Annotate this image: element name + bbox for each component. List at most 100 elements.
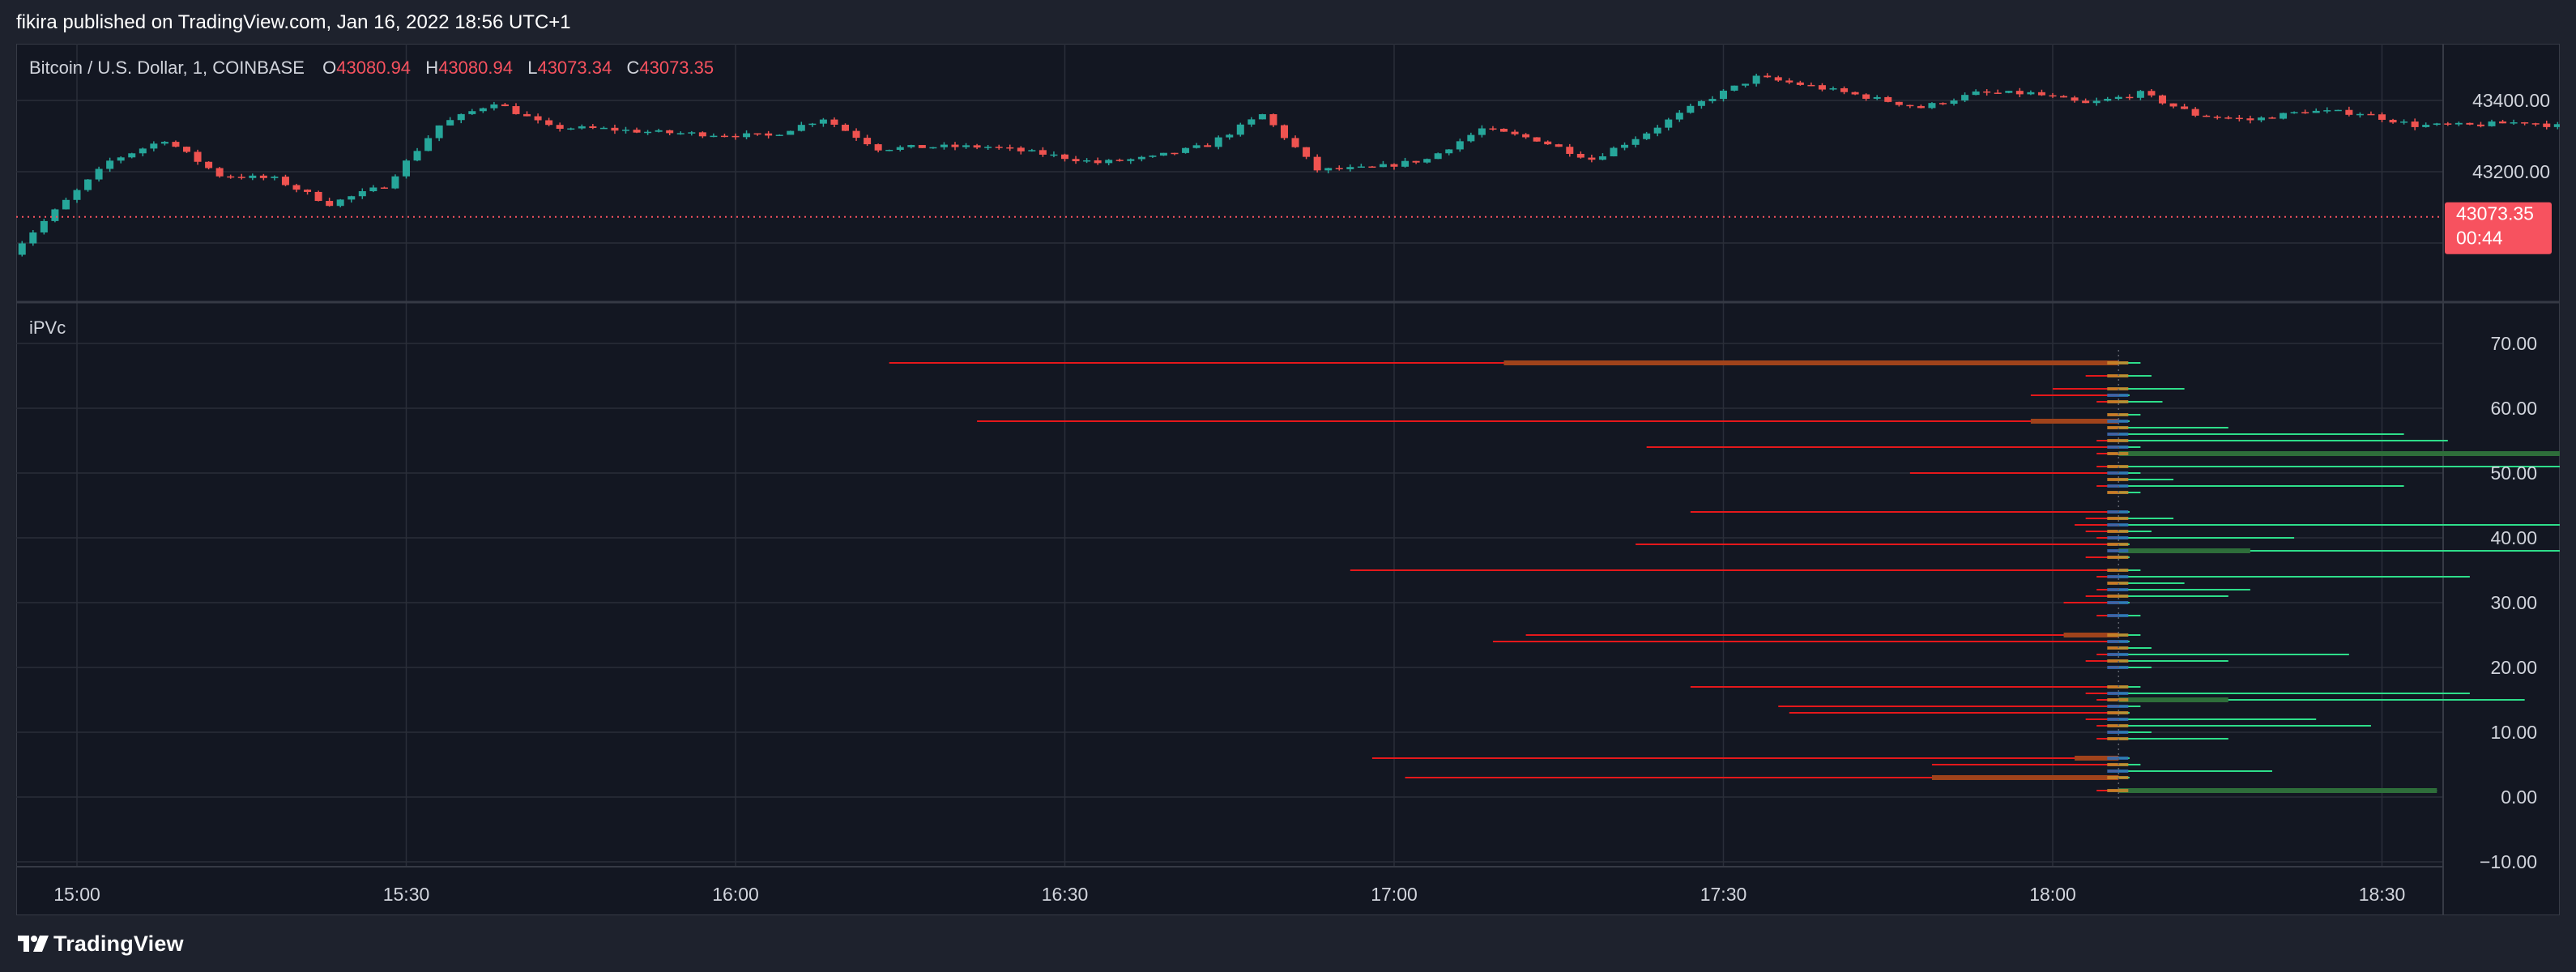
candle-body [2015,91,2024,95]
candle-body [1390,164,1398,167]
candle-body [644,131,652,134]
time-tick-label: 16:00 [712,884,759,905]
symbol-legend: Bitcoin / U.S. Dollar, 1, COINBASE O4308… [29,58,714,79]
candle-body [95,168,103,180]
price-axis[interactable]: 43200.00 43400.00 [2472,90,2550,182]
time-axis[interactable]: 15:00 15:30 16:00 16:30 17:00 17:30 18:00 18:30… [53,884,2560,905]
candle-body [2280,113,2288,119]
candle-body [1127,159,1135,161]
volume-core-tick [2107,433,2129,436]
chart-canvas[interactable]: 43200.00 43400.00 −10.00 0.00 10.00 20.00 30.… [16,44,2560,915]
open-label: O [322,58,337,78]
candle-body [1588,157,1596,160]
time-tick-label: 15:00 [53,884,100,905]
price-candles [18,73,2560,257]
candle-body [1917,105,1925,109]
ipvc-tick-label: 10.00 [2490,722,2537,743]
candle-body [1840,87,1849,92]
candle-body [1467,134,1475,142]
candle-body [117,157,125,161]
candle-body [172,142,180,147]
volume-core-tick [2107,471,2129,475]
candle-body [852,130,860,139]
candle-body [2082,100,2090,104]
candle-body [348,196,356,200]
candle-body [666,130,674,134]
volume-core-tick [2107,685,2129,688]
candle-body [1039,150,1047,155]
low-value: 43073.34 [537,58,612,78]
tradingview-logo-icon [18,936,49,952]
candle-body [490,104,498,109]
candle-body [775,134,783,136]
candle-body [1610,147,1618,157]
ipvc-tick-label: 40.00 [2490,527,2537,548]
candle-body [2246,118,2254,121]
candle-body [2367,113,2375,116]
open-value: 43080.94 [336,58,412,78]
candle-body [139,148,147,154]
volume-core-tick [2107,588,2129,591]
candle-body [1324,168,1333,171]
candle-body [380,187,388,189]
time-tick-label: 17:30 [1700,884,1747,905]
candle-body [358,191,366,197]
candle-body [468,111,476,114]
high-label: H [425,58,439,78]
volume-core-tick [2107,724,2129,727]
candle-body [1621,144,1629,148]
candle-body [808,123,817,126]
candle-body [1730,85,1738,91]
price-tick-label: 43400.00 [2472,90,2550,111]
candle-body [1522,134,1530,138]
price-tick-label: 43200.00 [2472,161,2550,182]
candle-body [688,132,696,134]
candle-body [2027,92,2035,95]
candle-body [1598,156,1606,160]
candle-body [215,168,224,177]
volume-core-tick [2107,705,2129,708]
candle-body [1423,159,1431,163]
candle-body [842,124,849,131]
candle-body [1072,159,1080,162]
candle-body [304,190,312,192]
candle-body [1576,153,1584,158]
candle-body [2060,96,2068,98]
candle-body [1555,144,1563,147]
candle-body [710,135,718,138]
volume-core-tick [2107,543,2129,546]
ipvc-tick-label: 30.00 [2490,592,2537,613]
candle-body [589,126,597,129]
candle-body [753,133,761,135]
candle-body [1017,147,1025,151]
candle-body [1720,90,1727,100]
candle-body [292,185,301,190]
volume-core-tick [2107,413,2129,416]
volume-core-tick [2107,569,2129,572]
ipvc-axis[interactable]: −10.00 0.00 10.00 20.00 30.00 40.00 50.00 60.00… [2480,333,2537,872]
volume-core-tick [2107,387,2129,390]
ipvc-tick-label: 0.00 [2501,787,2537,808]
volume-core-tick [2107,640,2129,643]
candle-body [1313,156,1321,171]
candle-body [205,161,213,168]
candle-body [951,144,959,147]
candle-body [446,120,454,126]
candle-body [918,145,926,148]
volume-core-tick [2107,601,2129,604]
candle-body [2257,117,2265,121]
candle-body [676,133,685,134]
volume-core-tick [2107,549,2129,552]
candle-body [1928,103,1936,109]
volume-core-tick [2107,491,2129,494]
volume-core-tick [2107,426,2129,429]
candle-body [2334,109,2342,112]
candle-body [1500,128,1508,132]
candle-body [249,175,257,178]
publish-header: fikira published on TradingView.com, Jan… [0,0,2576,44]
volume-core-tick [2107,698,2129,701]
volume-core-tick [2107,420,2129,423]
indicator-legend[interactable]: iPVc [29,318,66,339]
candle-body [1368,166,1376,168]
candle-body [271,177,279,178]
